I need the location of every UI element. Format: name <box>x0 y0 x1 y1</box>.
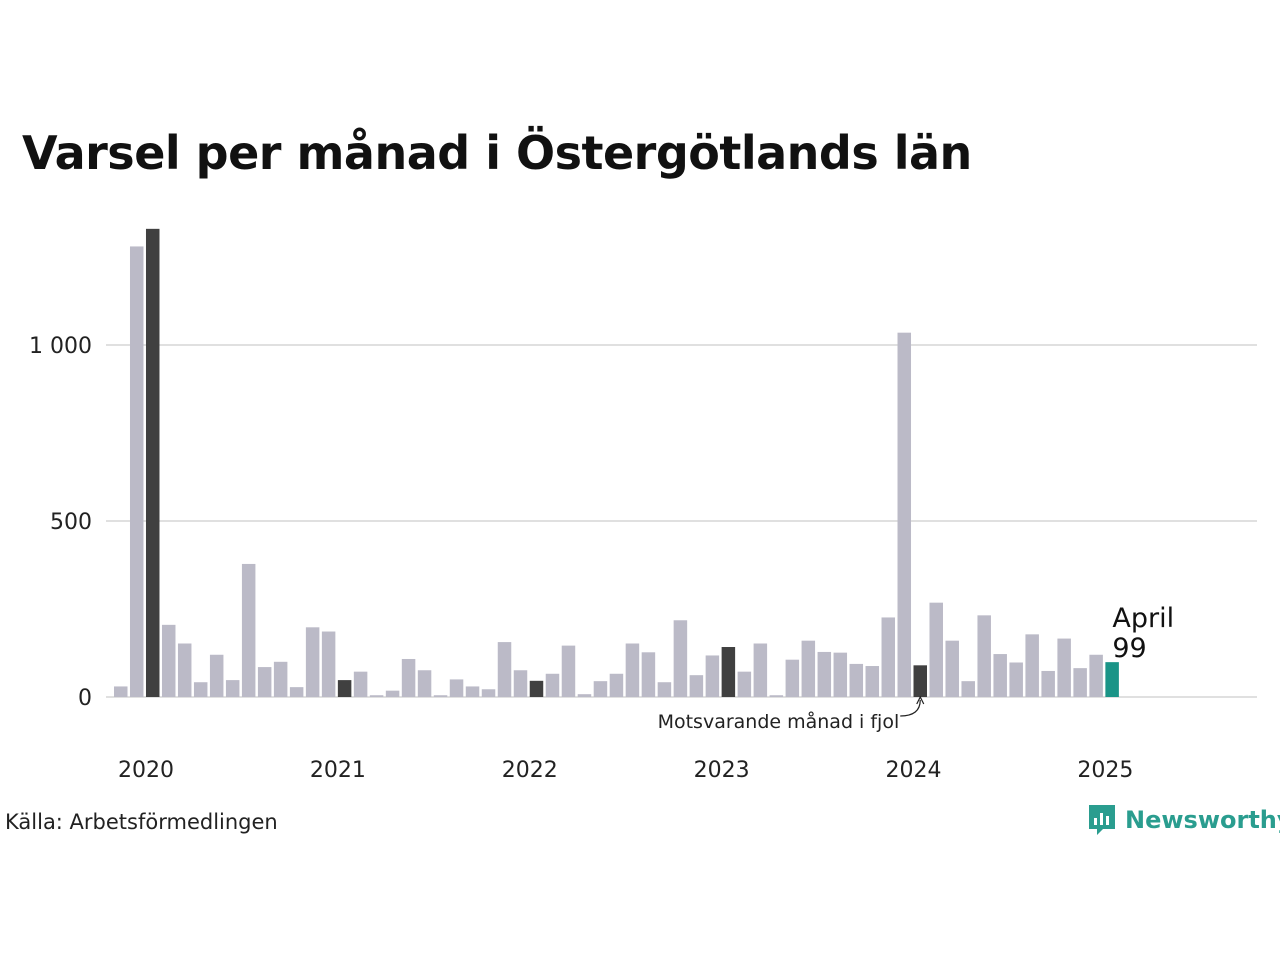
bar <box>129 246 144 697</box>
bar <box>401 658 416 697</box>
y-tick-label: 0 <box>78 686 92 711</box>
bar <box>657 682 672 697</box>
bar <box>257 667 272 697</box>
x-tick-label: 2024 <box>886 758 942 783</box>
annotation-arrow <box>900 699 921 717</box>
x-tick-label: 2022 <box>502 758 558 783</box>
y-tick-label: 500 <box>50 510 92 535</box>
bar <box>977 615 991 697</box>
bar <box>337 680 352 697</box>
bar <box>769 695 784 697</box>
bar <box>673 620 688 697</box>
bar <box>849 663 864 697</box>
bar <box>897 332 912 697</box>
chart-title: Varsel per månad i Östergötlands län <box>22 126 972 180</box>
bar <box>529 680 544 697</box>
bar <box>721 647 736 697</box>
bar <box>689 675 704 697</box>
bar <box>593 681 608 697</box>
bar <box>561 645 576 697</box>
bar <box>273 661 288 697</box>
bar <box>945 640 959 697</box>
x-tick-label: 2021 <box>310 758 366 783</box>
x-tick-label: 2023 <box>694 758 750 783</box>
bar <box>385 690 400 697</box>
x-tick-label: 2020 <box>118 758 174 783</box>
bar <box>641 652 656 697</box>
bar <box>913 665 927 697</box>
latest-month-label: April <box>1112 603 1174 634</box>
source-note: Källa: Arbetsförmedlingen <box>5 810 278 834</box>
bar <box>193 682 208 697</box>
bar <box>609 673 624 697</box>
bar <box>513 670 528 697</box>
bar <box>801 640 816 697</box>
bar <box>1041 670 1055 697</box>
bar <box>225 680 240 697</box>
bar <box>833 652 848 697</box>
bar <box>289 687 304 697</box>
bar <box>1089 654 1103 697</box>
bar <box>321 631 336 697</box>
bar <box>465 686 480 697</box>
bar <box>1025 634 1039 697</box>
annotation-arrowhead <box>916 695 925 705</box>
bar <box>369 695 384 697</box>
bar <box>1009 662 1023 697</box>
x-axis: 2020 2021 2022 2023 2024 2025 <box>118 758 1133 783</box>
bar <box>1073 668 1087 697</box>
bar <box>1105 662 1119 697</box>
bar <box>481 689 496 697</box>
bar <box>497 642 512 697</box>
annotation-label: Motsvarande månad i fjol <box>658 710 900 733</box>
bar <box>241 563 256 697</box>
bar-chart: 0 500 1 000 2020 2021 2022 2023 2024 2025 April… <box>29 228 1257 783</box>
bar <box>353 671 368 697</box>
bar <box>177 643 192 697</box>
bar <box>865 666 880 697</box>
bar <box>625 643 640 697</box>
bar <box>545 673 560 697</box>
y-tick-label: 1 000 <box>29 334 92 359</box>
bar <box>1057 638 1071 697</box>
bar <box>145 228 160 697</box>
bar <box>705 655 720 697</box>
bar <box>114 686 128 697</box>
bar <box>785 659 800 697</box>
bar <box>881 617 896 697</box>
bar <box>577 694 592 697</box>
bars <box>114 228 1119 697</box>
brand-logo: Newsworthy <box>1087 803 1280 837</box>
bar <box>817 651 832 697</box>
latest-value-label: 99 <box>1112 633 1146 664</box>
bar <box>305 627 320 697</box>
bar <box>417 670 432 697</box>
bar <box>753 643 768 697</box>
bar <box>929 602 943 697</box>
bar <box>161 624 176 697</box>
x-tick-label: 2025 <box>1077 758 1133 783</box>
bar <box>449 679 464 697</box>
y-axis: 0 500 1 000 <box>29 334 92 711</box>
bar <box>737 671 752 697</box>
bar <box>209 654 224 697</box>
brand-name: Newsworthy <box>1125 806 1280 834</box>
bar <box>961 681 975 697</box>
bar <box>993 654 1007 697</box>
newsworthy-logo-icon <box>1089 805 1115 835</box>
bar <box>433 695 448 697</box>
